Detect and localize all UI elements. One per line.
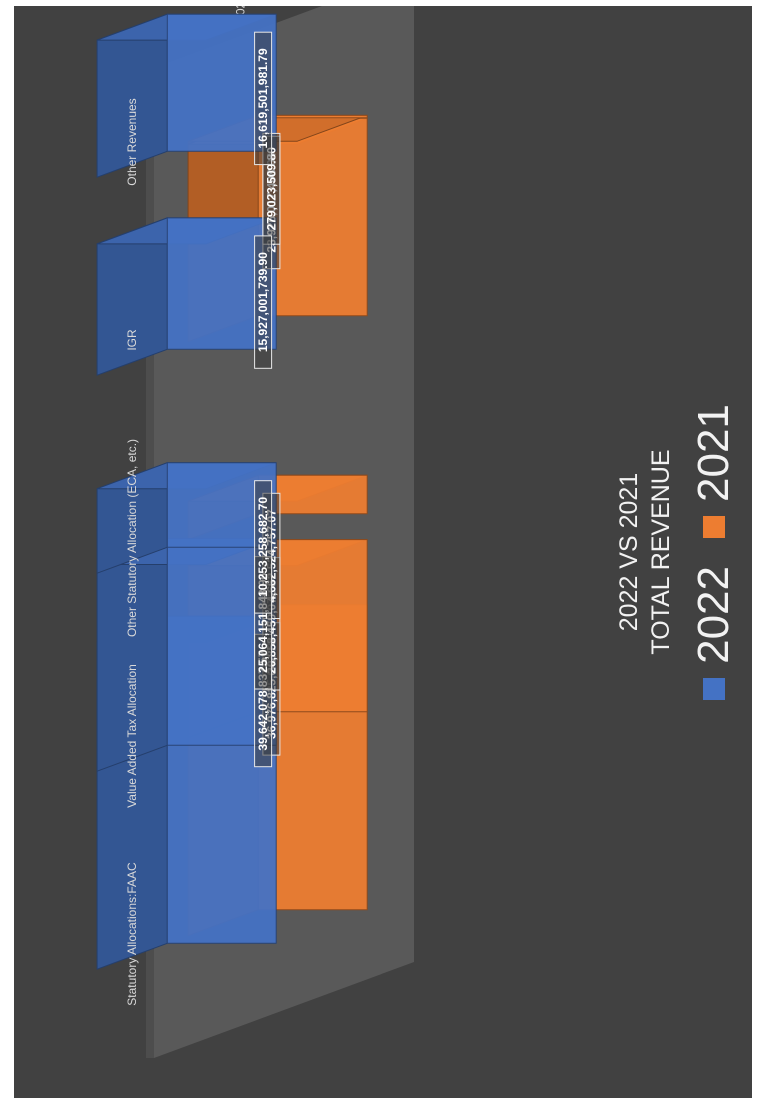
bar-2021-4 — [257, 117, 368, 317]
category-label: Other Statutory Allocation (ECA, etc.) — [125, 439, 139, 637]
data-label-box-2022 — [254, 235, 273, 369]
category-label: Statutory Allocations:FAAC — [125, 862, 139, 1006]
bar-2022-3 — [166, 462, 277, 548]
data-label-2022: 16,619,501,981.79 — [256, 48, 270, 148]
category-label: Other Revenues — [125, 98, 139, 185]
rotated-chart-canvas: 2022 VS 2021 TOTAL REVENUE 2022 2021 202… — [14, 6, 752, 1098]
bar-2022-5 — [166, 13, 277, 152]
category-label: Value Added Tax Allocation — [125, 664, 139, 808]
data-label-2022: 10,253,258,682.70 — [256, 497, 270, 597]
data-label-2021: 279,023,509.80 — [264, 147, 278, 231]
category-label: IGR — [125, 329, 139, 351]
data-label-box-2022 — [254, 480, 273, 614]
chart-frame: 2022 VS 2021 TOTAL REVENUE 2022 2021 202… — [14, 6, 752, 1098]
data-label-2022: 15,927,001,739.90 — [256, 252, 270, 352]
data-label-box-2022 — [254, 31, 273, 166]
